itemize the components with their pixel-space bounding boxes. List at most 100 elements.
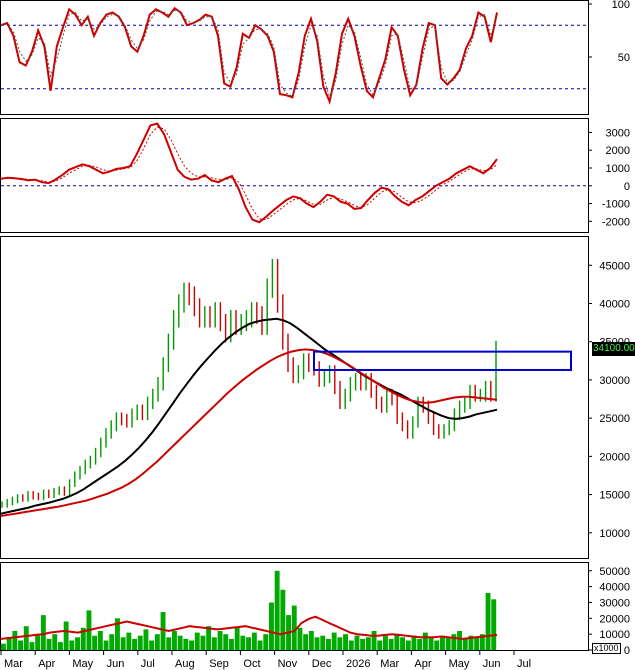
volume-bar-28 [160, 612, 166, 650]
volume-tick-label-1: 40000 [599, 582, 630, 594]
volume-bar-5 [29, 642, 35, 650]
volume-bar-64 [365, 637, 371, 650]
volume-bar-40 [229, 638, 234, 650]
volume-bar-73 [417, 638, 423, 650]
volume-bar-53 [303, 634, 309, 650]
x-tick-label-12: Apr [414, 658, 431, 670]
volume-bar-54 [308, 631, 314, 650]
x-tick-label-6: Sep [209, 658, 229, 670]
x-tick-label-0: Mar [4, 658, 23, 670]
volume-bar-55 [314, 637, 320, 650]
x-tick-label-3: Jun [107, 658, 125, 670]
volume-tick-label-5: 0 [624, 645, 630, 657]
volume-bar-49 [280, 589, 286, 650]
price-tick-label-5: 20000 [599, 451, 630, 463]
x-tick-label-1: Apr [38, 658, 55, 670]
volume-bar-65 [371, 631, 377, 650]
volume-bar-21 [120, 637, 126, 650]
volume-tick-label-4: 10000 [599, 629, 630, 641]
volume-bar-48 [274, 570, 280, 650]
volume-bar-63 [360, 638, 366, 650]
price-ma-line-1 [0, 348, 498, 517]
price-panel: 4500040000350003000025000200001500010000 [0, 236, 630, 559]
x-tick-label-4: Jul [141, 658, 155, 670]
volume-bar-33 [189, 640, 194, 650]
volume-bar-67 [383, 635, 388, 650]
volume-bar-13 [75, 637, 80, 650]
price-moving-averages [0, 317, 498, 517]
volume-bar-77 [440, 635, 445, 650]
price-tick-label-7: 10000 [599, 528, 630, 540]
volume-bar-17 [97, 631, 103, 650]
volume-bar-79 [451, 634, 457, 650]
x-tick-label-11: Mar [380, 658, 399, 670]
volume-bar-7 [40, 615, 46, 650]
volume-tick-label-0: 50000 [599, 566, 630, 578]
price-tick-label-1: 40000 [599, 298, 630, 310]
stochastic-panel: 50 100 [0, 0, 630, 115]
volume-bar-86 [491, 599, 497, 650]
volume-bar-78 [445, 637, 451, 650]
x-tick-label-13: May [449, 658, 470, 670]
price-tick-label-6: 15000 [599, 490, 630, 502]
price-axis: 4500040000350003000025000200001500010000 [588, 260, 630, 540]
volume-bar-56 [320, 635, 326, 650]
stochastic-tick-label-0: 50 [618, 52, 630, 64]
stochastic-axis: 50 100 [588, 0, 630, 64]
volume-bar-25 [143, 629, 149, 650]
volume-bar-61 [348, 640, 354, 650]
last-price-badge: 34100.00 [592, 342, 635, 356]
momentum-axis: 3000 2000 1000 0 -1000 -2000 [588, 127, 630, 228]
momentum-tick-label-3: 0 [624, 181, 630, 193]
volume-bar-27 [154, 634, 160, 650]
volume-bar-26 [149, 640, 155, 650]
momentum-tick-label-0: 3000 [606, 127, 630, 139]
volume-axis: 50000 40000 30000 20000 10000 0 [588, 566, 630, 657]
volume-bar-62 [354, 635, 360, 650]
volume-bar-36 [206, 626, 212, 650]
volume-bar-70 [400, 637, 405, 650]
volume-bar-30 [172, 631, 177, 650]
volume-bar-83 [474, 637, 480, 650]
momentum-tick-label-1: 2000 [606, 145, 630, 157]
volume-bar-38 [217, 631, 223, 650]
volume-bar-72 [411, 635, 417, 650]
x-tick-label-9: Dec [312, 658, 332, 670]
volume-bar-84 [479, 634, 485, 650]
momentum-panel: 3000 2000 1000 0 -1000 -2000 [0, 118, 630, 233]
volume-bar-76 [434, 640, 440, 650]
volume-bar-3 [18, 640, 23, 650]
x-tick-label-5: Aug [175, 658, 195, 670]
volume-tick-label-3: 20000 [599, 613, 630, 625]
volume-tick-label-2: 30000 [599, 597, 630, 609]
volume-bar-2 [12, 631, 18, 650]
volume-bar-60 [343, 634, 348, 650]
x-tick-label-15: Jul [517, 658, 531, 670]
volume-bar-74 [422, 632, 428, 650]
momentum-series [0, 122, 498, 224]
volume-bar-75 [428, 637, 434, 650]
price-tick-label-3: 30000 [599, 375, 630, 387]
volume-bar-35 [200, 635, 206, 650]
volume-bar-10 [58, 642, 63, 650]
stochastic-line-1 [0, 9, 498, 99]
volume-bar-59 [337, 637, 343, 650]
volume-bar-44 [251, 632, 257, 650]
volume-bar-4 [23, 626, 29, 650]
volume-moving-average [0, 615, 498, 640]
volume-bar-80 [457, 631, 462, 650]
momentum-frame [0, 118, 589, 233]
volume-bar-46 [263, 634, 269, 650]
price-tick-label-4: 25000 [599, 413, 630, 425]
volume-bar-52 [297, 627, 303, 650]
price-frame [0, 236, 589, 559]
volume-bar-39 [223, 634, 229, 650]
volume-bar-11 [63, 621, 69, 650]
volume-bar-29 [166, 637, 172, 650]
volume-bar-32 [183, 638, 189, 650]
volume-bar-43 [246, 637, 251, 650]
time-axis: Mar Apr May Jun Jul Aug Sep Oct Nov Dec 2026 Mar Apr… [0, 651, 531, 670]
volume-bar-82 [468, 635, 474, 650]
volume-bar-66 [377, 640, 383, 650]
